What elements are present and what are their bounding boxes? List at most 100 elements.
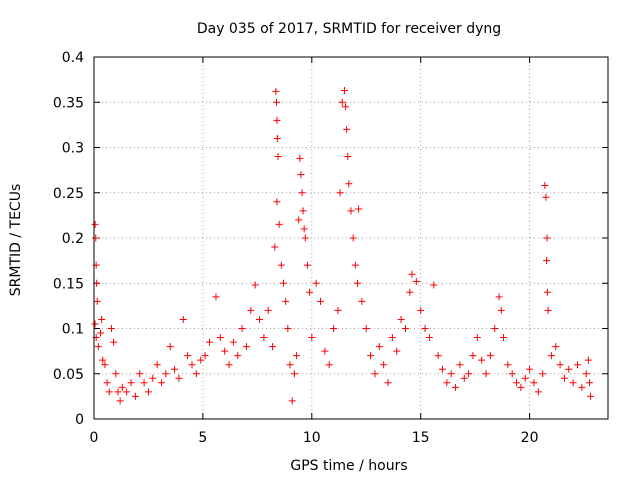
data-point [114, 388, 122, 396]
data-point [355, 205, 363, 213]
data-point [543, 234, 551, 242]
data-point [375, 343, 383, 351]
data-point [543, 288, 551, 296]
data-point [192, 370, 200, 378]
data-point [443, 379, 451, 387]
data-point [486, 352, 494, 360]
data-point [99, 356, 107, 364]
data-point [343, 125, 351, 133]
data-point [271, 243, 279, 251]
data-point [225, 361, 233, 369]
data-point [317, 297, 325, 305]
data-point [358, 297, 366, 305]
data-point [421, 325, 429, 332]
data-point [542, 193, 550, 201]
data-point [434, 352, 442, 360]
data-point [547, 352, 555, 360]
data-point [417, 306, 425, 314]
data-point [565, 365, 573, 373]
data-point [91, 220, 99, 228]
y-tick-label: 0.4 [62, 50, 84, 66]
data-point [97, 329, 105, 337]
data-point [112, 370, 120, 378]
data-point [184, 352, 192, 360]
data-point [425, 334, 433, 342]
data-point [578, 383, 586, 391]
data-point [336, 189, 344, 197]
data-point [584, 356, 592, 364]
data-point [513, 379, 521, 387]
data-point [234, 352, 242, 360]
data-point [301, 234, 309, 242]
data-point [269, 343, 277, 351]
data-point [149, 374, 157, 382]
y-tick-label: 0 [75, 412, 84, 428]
data-point [585, 379, 593, 387]
data-point [380, 361, 388, 369]
data-point [205, 338, 213, 346]
data-point [92, 234, 100, 242]
data-point [508, 370, 516, 378]
x-tick-label: 15 [412, 430, 430, 446]
data-point [103, 379, 111, 387]
data-point [543, 257, 551, 265]
data-point [123, 388, 131, 396]
data-point [201, 352, 209, 360]
data-point [212, 293, 220, 301]
data-point [298, 189, 306, 197]
data-point [175, 374, 183, 382]
data-point [408, 270, 416, 278]
data-point [303, 261, 311, 269]
data-point [460, 374, 468, 382]
data-point [110, 338, 118, 346]
data-point [127, 379, 135, 387]
y-tick-label: 0.05 [53, 367, 84, 383]
data-point [338, 98, 346, 106]
data-point [98, 315, 106, 323]
data-point [197, 356, 205, 364]
data-point [544, 306, 552, 314]
data-point [295, 216, 303, 224]
data-point [521, 374, 529, 382]
data-point [469, 352, 477, 360]
data-point [539, 370, 547, 378]
data-point [569, 379, 577, 387]
data-point [107, 325, 115, 332]
y-tick-label: 0.2 [62, 231, 84, 247]
data-point [94, 343, 102, 351]
data-point [530, 379, 538, 387]
data-point [354, 279, 362, 287]
data-point [300, 225, 308, 233]
data-point [116, 397, 124, 405]
axis-ticks: 0 0.05 0.1 0.15 0.2 0.25 0.3 0.35 0.4 0 5 10 15 20 [53, 50, 608, 446]
data-point [393, 347, 401, 355]
data-point [282, 297, 290, 305]
data-point [334, 306, 342, 314]
data-point [308, 334, 316, 342]
data-point [242, 343, 250, 351]
data-point [260, 334, 268, 342]
y-axis-label: SRMTID / TECUs [8, 184, 24, 297]
data-point [136, 370, 144, 378]
data-point [264, 306, 272, 314]
data-point [299, 207, 307, 215]
data-point [517, 383, 525, 391]
data-point [430, 281, 438, 289]
data-point [325, 361, 333, 369]
data-point [238, 325, 246, 332]
data-point [251, 281, 259, 289]
data-point [293, 352, 301, 360]
plot-frame [93, 56, 609, 420]
x-axis-label: GPS time / hours [290, 458, 407, 474]
data-point [560, 374, 568, 382]
data-point [290, 370, 298, 378]
data-point [497, 306, 505, 314]
data-point [166, 343, 174, 351]
data-point [526, 365, 534, 373]
data-point [273, 134, 281, 142]
data-point [342, 103, 350, 111]
data-point [286, 361, 294, 369]
data-point [452, 383, 460, 391]
y-tick-label: 0.25 [53, 186, 84, 202]
